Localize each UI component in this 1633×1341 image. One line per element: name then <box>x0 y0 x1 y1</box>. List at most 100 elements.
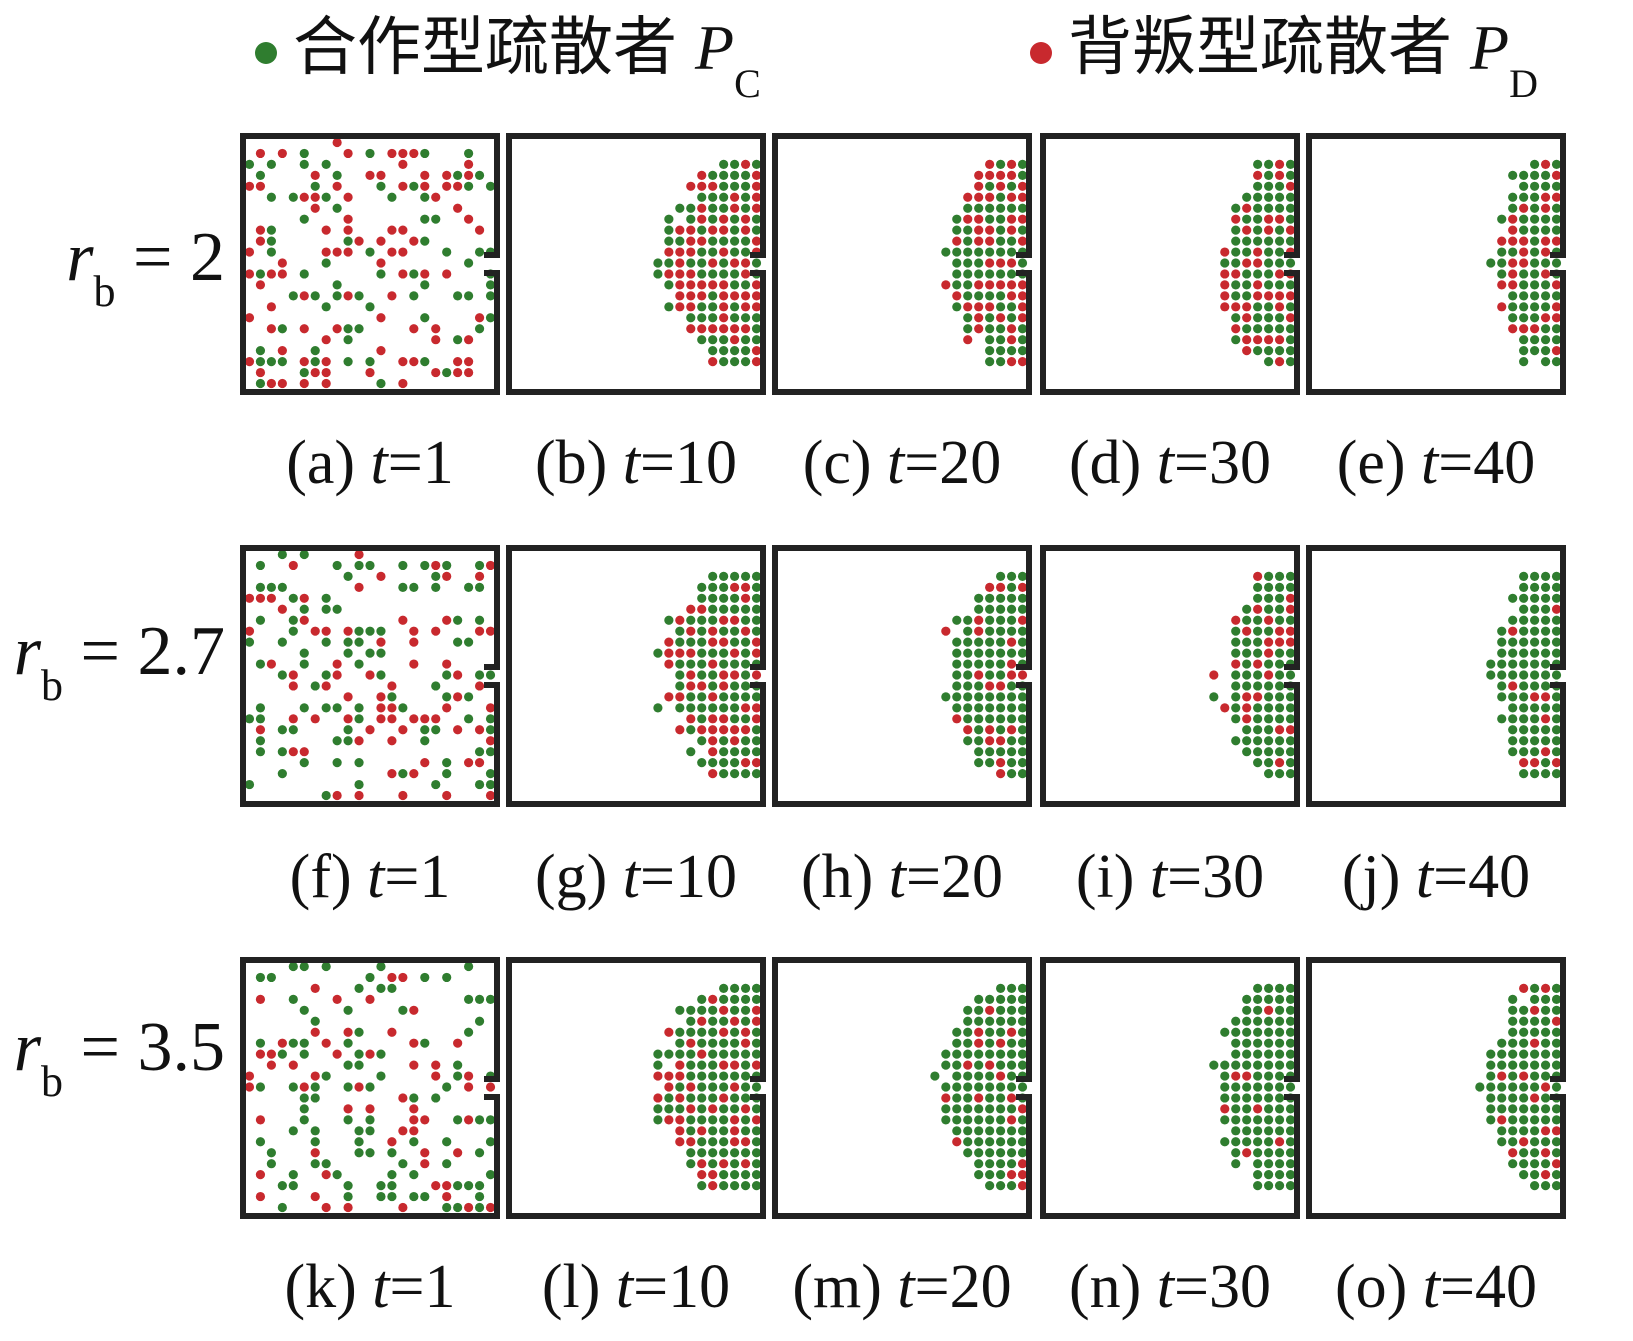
cooperator-agent <box>719 159 729 169</box>
defector-agent <box>697 1170 707 1180</box>
cooperator-agent <box>1017 769 1028 779</box>
cooperator-agent <box>985 626 995 636</box>
cooperator-agent <box>1253 159 1263 169</box>
defector-agent <box>464 214 474 224</box>
cooperator-agent <box>1231 335 1241 345</box>
cooperator-agent <box>474 560 485 571</box>
cooperator-agent <box>751 214 762 224</box>
cooperator-agent <box>1242 1126 1252 1136</box>
cooperator-agent <box>686 1027 696 1037</box>
time-value: =1 <box>387 429 454 497</box>
cooperator-agent <box>730 1071 740 1081</box>
cooperator-agent <box>708 681 718 691</box>
panel-id: (e) <box>1336 429 1422 497</box>
cooperator-agent <box>697 1104 707 1114</box>
cooperator-agent <box>1231 736 1241 746</box>
defector-agent <box>1006 1093 1017 1103</box>
legend-cooperator: 合作型疏散者 PC <box>255 12 761 120</box>
defector-agent <box>697 604 707 614</box>
cooperator-agent <box>1220 1071 1230 1081</box>
cooperator-agent <box>996 703 1006 713</box>
cooperator-agent <box>1540 324 1551 334</box>
defector-agent <box>740 593 751 603</box>
defector-agent <box>974 324 984 334</box>
cooperator-agent <box>697 615 707 625</box>
cooperator-agent <box>1264 1093 1274 1103</box>
room-snapshot <box>506 133 766 395</box>
cooperator-agent <box>1006 983 1017 993</box>
cooperator-agent <box>420 280 430 290</box>
cooperator-agent <box>996 747 1006 757</box>
defector-agent <box>708 692 718 702</box>
defector-agent <box>1551 346 1562 356</box>
cooperator-agent <box>719 1126 729 1136</box>
cooperator-agent <box>985 747 995 757</box>
cooperator-agent <box>1253 181 1263 191</box>
defector-agent <box>708 626 718 636</box>
cooperator-agent <box>963 1126 973 1136</box>
defector-agent <box>675 280 685 290</box>
cooperator-agent <box>996 247 1006 257</box>
cooperator-agent <box>354 1049 364 1059</box>
defector-agent <box>376 258 386 268</box>
cooperator-agent <box>985 703 995 713</box>
cooperator-agent <box>719 335 729 345</box>
cooperator-agent <box>751 313 762 323</box>
defector-agent <box>321 247 331 257</box>
cooperator-agent <box>963 1137 973 1147</box>
defector-agent <box>485 1082 496 1092</box>
defector-agent <box>985 1005 995 1015</box>
cooperator-agent <box>740 1071 751 1081</box>
cooperator-agent <box>1242 615 1252 625</box>
cooperator-agent <box>266 972 276 983</box>
defector-agent <box>719 714 729 724</box>
cooperator-agent <box>1540 626 1551 636</box>
defector-agent <box>686 1082 696 1092</box>
cooperator-agent <box>474 747 485 757</box>
cooperator-agent <box>1242 1082 1252 1092</box>
panel-id: (m) <box>792 1253 898 1321</box>
cooperator-agent <box>1551 1082 1562 1092</box>
cooperator-agent <box>996 1148 1006 1158</box>
cooperator-agent <box>996 1170 1006 1180</box>
cooperator-agent <box>1017 758 1028 768</box>
defector-agent <box>1017 280 1028 290</box>
cooperator-agent <box>299 758 309 768</box>
cooperator-agent <box>1264 725 1274 735</box>
defector-agent <box>686 181 696 191</box>
cooperator-agent <box>1253 1170 1263 1180</box>
cooperator-agent <box>740 994 751 1004</box>
time-symbol: t <box>1149 843 1168 911</box>
cooperator-agent <box>1486 1093 1496 1103</box>
cooperator-agent <box>985 214 995 224</box>
cooperator-agent <box>387 1170 397 1180</box>
defector-agent <box>365 1104 375 1114</box>
defector-agent <box>751 648 762 658</box>
cooperator-agent <box>697 1071 707 1081</box>
cooperator-agent <box>730 269 740 279</box>
defector-agent <box>464 367 474 378</box>
cooperator-agent <box>1274 1093 1285 1103</box>
defector-agent <box>730 582 740 592</box>
cooperator-agent <box>963 681 973 691</box>
cooperator-agent <box>1508 593 1518 603</box>
cooperator-agent <box>740 604 751 614</box>
cooperator-agent <box>963 670 973 680</box>
cooperator-agent <box>941 692 951 702</box>
defector-agent <box>266 302 276 312</box>
cooperator-agent <box>1017 335 1028 345</box>
defector-agent <box>1274 637 1285 647</box>
defector-agent <box>740 1027 751 1037</box>
cooperator-agent <box>740 236 751 246</box>
cooperator-agent <box>985 615 995 625</box>
defector-agent <box>376 236 386 246</box>
panel-caption: (b) t=10 <box>491 428 781 498</box>
cooperator-agent <box>1253 1093 1263 1103</box>
defector-agent <box>343 247 353 257</box>
cooperator-agent <box>996 1104 1006 1114</box>
defector-agent <box>974 1093 984 1103</box>
room-snapshot <box>1040 133 1300 395</box>
cooperator-agent <box>453 1181 463 1191</box>
cooperator-agent <box>1017 1082 1028 1092</box>
cooperator-agent <box>332 1170 342 1180</box>
